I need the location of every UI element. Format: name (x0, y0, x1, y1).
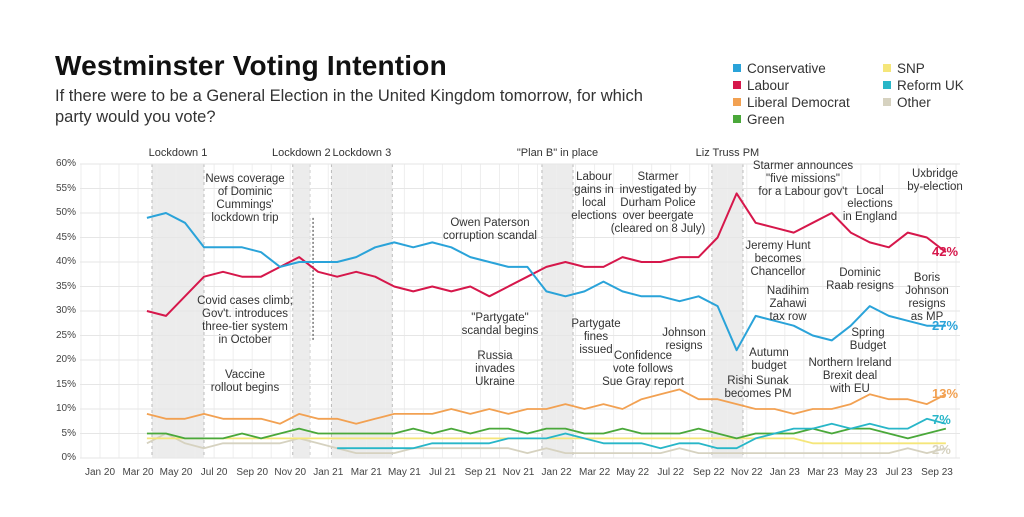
x-tick-label: Sep 23 (921, 467, 953, 478)
legend-item: SNP (883, 60, 1003, 76)
legend-label: Conservative (747, 60, 826, 76)
legend-swatch (733, 115, 741, 123)
x-tick-label: Sep 20 (236, 467, 269, 478)
annotation: Labour gains in local elections (571, 171, 617, 222)
annotation: Autumn budget (749, 347, 789, 372)
annotation: Covid cases climb; Gov't. introduces thr… (197, 295, 293, 346)
y-tick-label: 50% (55, 207, 76, 218)
annotation: Jeremy Hunt becomes Chancellor (745, 240, 811, 278)
shaded-period-label: Lockdown 2 (271, 147, 331, 159)
y-tick-label: 30% (55, 305, 76, 316)
legend-item: Other (883, 94, 1003, 110)
x-tick-label: Jul 20 (200, 467, 228, 478)
annotation: Johnson resigns (662, 327, 706, 352)
annotation: Local elections in England (842, 185, 898, 223)
end-label-labour: 42% (932, 244, 959, 260)
annotation: News coverage of Dominic Cummings' lockd… (205, 173, 285, 224)
series-line-other (146, 432, 947, 455)
end-label-reform-uk: 7% (932, 411, 951, 427)
legend-label: Green (747, 111, 785, 127)
legend-label: Liberal Democrat (747, 94, 850, 110)
chart-subtitle: If there were to be a General Election i… (55, 87, 643, 126)
shaded-period-label: Liz Truss PM (695, 147, 760, 159)
legend-item: Green (733, 111, 883, 127)
x-tick-label: Jul 23 (885, 467, 913, 478)
end-label-other: 2% (932, 442, 951, 458)
end-label-liberal-democrat: 13% (932, 386, 959, 402)
x-tick-label: May 23 (844, 467, 878, 478)
x-tick-label: Jan 20 (84, 467, 116, 478)
x-tick-label: Jul 22 (657, 467, 685, 478)
legend-item: Conservative (733, 60, 883, 76)
annotation: Starmer announces "five missions" for a … (752, 160, 854, 198)
y-tick-label: 0% (61, 452, 76, 463)
x-tick-label: Nov 21 (502, 467, 535, 478)
annotation: Partygate fines issued (571, 318, 621, 356)
shaded-period-label: Lockdown 1 (148, 147, 208, 159)
x-tick-label: Sep 21 (464, 467, 497, 478)
annotation: Boris Johnson resigns as MP (905, 272, 949, 323)
series-line-liberal-democrat (146, 388, 947, 425)
annotation: Dominic Raab resigns (826, 267, 894, 292)
x-tick-label: Jan 22 (541, 467, 572, 478)
x-tick-label: May 22 (616, 467, 650, 478)
legend-label: Labour (747, 77, 790, 93)
x-tick-label: Mar 23 (807, 467, 839, 478)
x-tick-label: Jan 21 (313, 467, 344, 478)
annotation: Rishi Sunak becomes PM (724, 375, 792, 400)
annotation: "Partygate" scandal begins (461, 312, 539, 337)
legend-item: Liberal Democrat (733, 94, 883, 110)
x-tick-label: Jan 23 (769, 467, 800, 478)
legend-swatch (883, 81, 891, 89)
legend-swatch (733, 64, 741, 72)
x-tick-label: Nov 20 (274, 467, 307, 478)
legend-swatch (883, 64, 891, 72)
y-tick-label: 20% (55, 354, 76, 365)
x-tick-label: Sep 22 (692, 467, 725, 478)
annotation: Confidence vote follows Sue Gray report (602, 350, 684, 388)
annotation: Spring Budget (849, 327, 887, 352)
shaded-period-label: "Plan B" in place (516, 147, 599, 159)
y-tick-label: 10% (55, 403, 76, 414)
legend: Conservative SNP Labour Reform UK Liberal De… (733, 60, 1003, 127)
y-tick-label: 35% (55, 280, 76, 292)
y-tick-label: 55% (55, 182, 76, 194)
legend-swatch (883, 98, 891, 106)
legend-swatch (733, 81, 741, 89)
x-tick-label: Nov 22 (730, 467, 763, 478)
shaded-period-label: Lockdown 3 (332, 147, 392, 159)
legend-label: SNP (897, 60, 925, 76)
chart-title: Westminster Voting Intention (55, 50, 447, 81)
y-tick-label: 15% (55, 378, 76, 390)
x-tick-label: May 20 (159, 467, 193, 478)
y-tick-label: 45% (55, 231, 76, 243)
legend-item: Labour (733, 77, 883, 93)
annotation: Vaccine rollout begins (210, 369, 280, 394)
legend-item: Reform UK (883, 77, 1003, 93)
x-tick-label: Mar 20 (122, 467, 154, 478)
x-tick-label: Mar 21 (350, 467, 382, 478)
annotation: Northern Ireland Brexit deal with EU (808, 357, 892, 395)
legend-swatch (733, 98, 741, 106)
y-tick-label: 25% (55, 329, 76, 341)
legend-label: Other (897, 94, 931, 110)
end-label-conservative: 27% (932, 317, 959, 333)
annotation: Uxbridge by-election (907, 168, 963, 193)
legend-label: Reform UK (897, 77, 964, 93)
x-tick-label: May 21 (387, 467, 421, 478)
annotation: Nadihim Zahawi tax row (766, 285, 810, 323)
series-line-reform-uk (337, 417, 947, 450)
y-tick-label: 40% (55, 256, 76, 267)
annotation: Owen Paterson corruption scandal (443, 217, 537, 242)
y-tick-label: 5% (61, 427, 76, 439)
y-tick-label: 60% (55, 158, 76, 169)
annotation: Starmer investigated by Durham Police ov… (610, 171, 706, 235)
series-line-conservative (146, 212, 946, 352)
x-tick-label: Mar 22 (579, 467, 611, 478)
annotation: Russia invades Ukraine (475, 350, 515, 388)
x-tick-label: Jul 21 (429, 467, 456, 478)
